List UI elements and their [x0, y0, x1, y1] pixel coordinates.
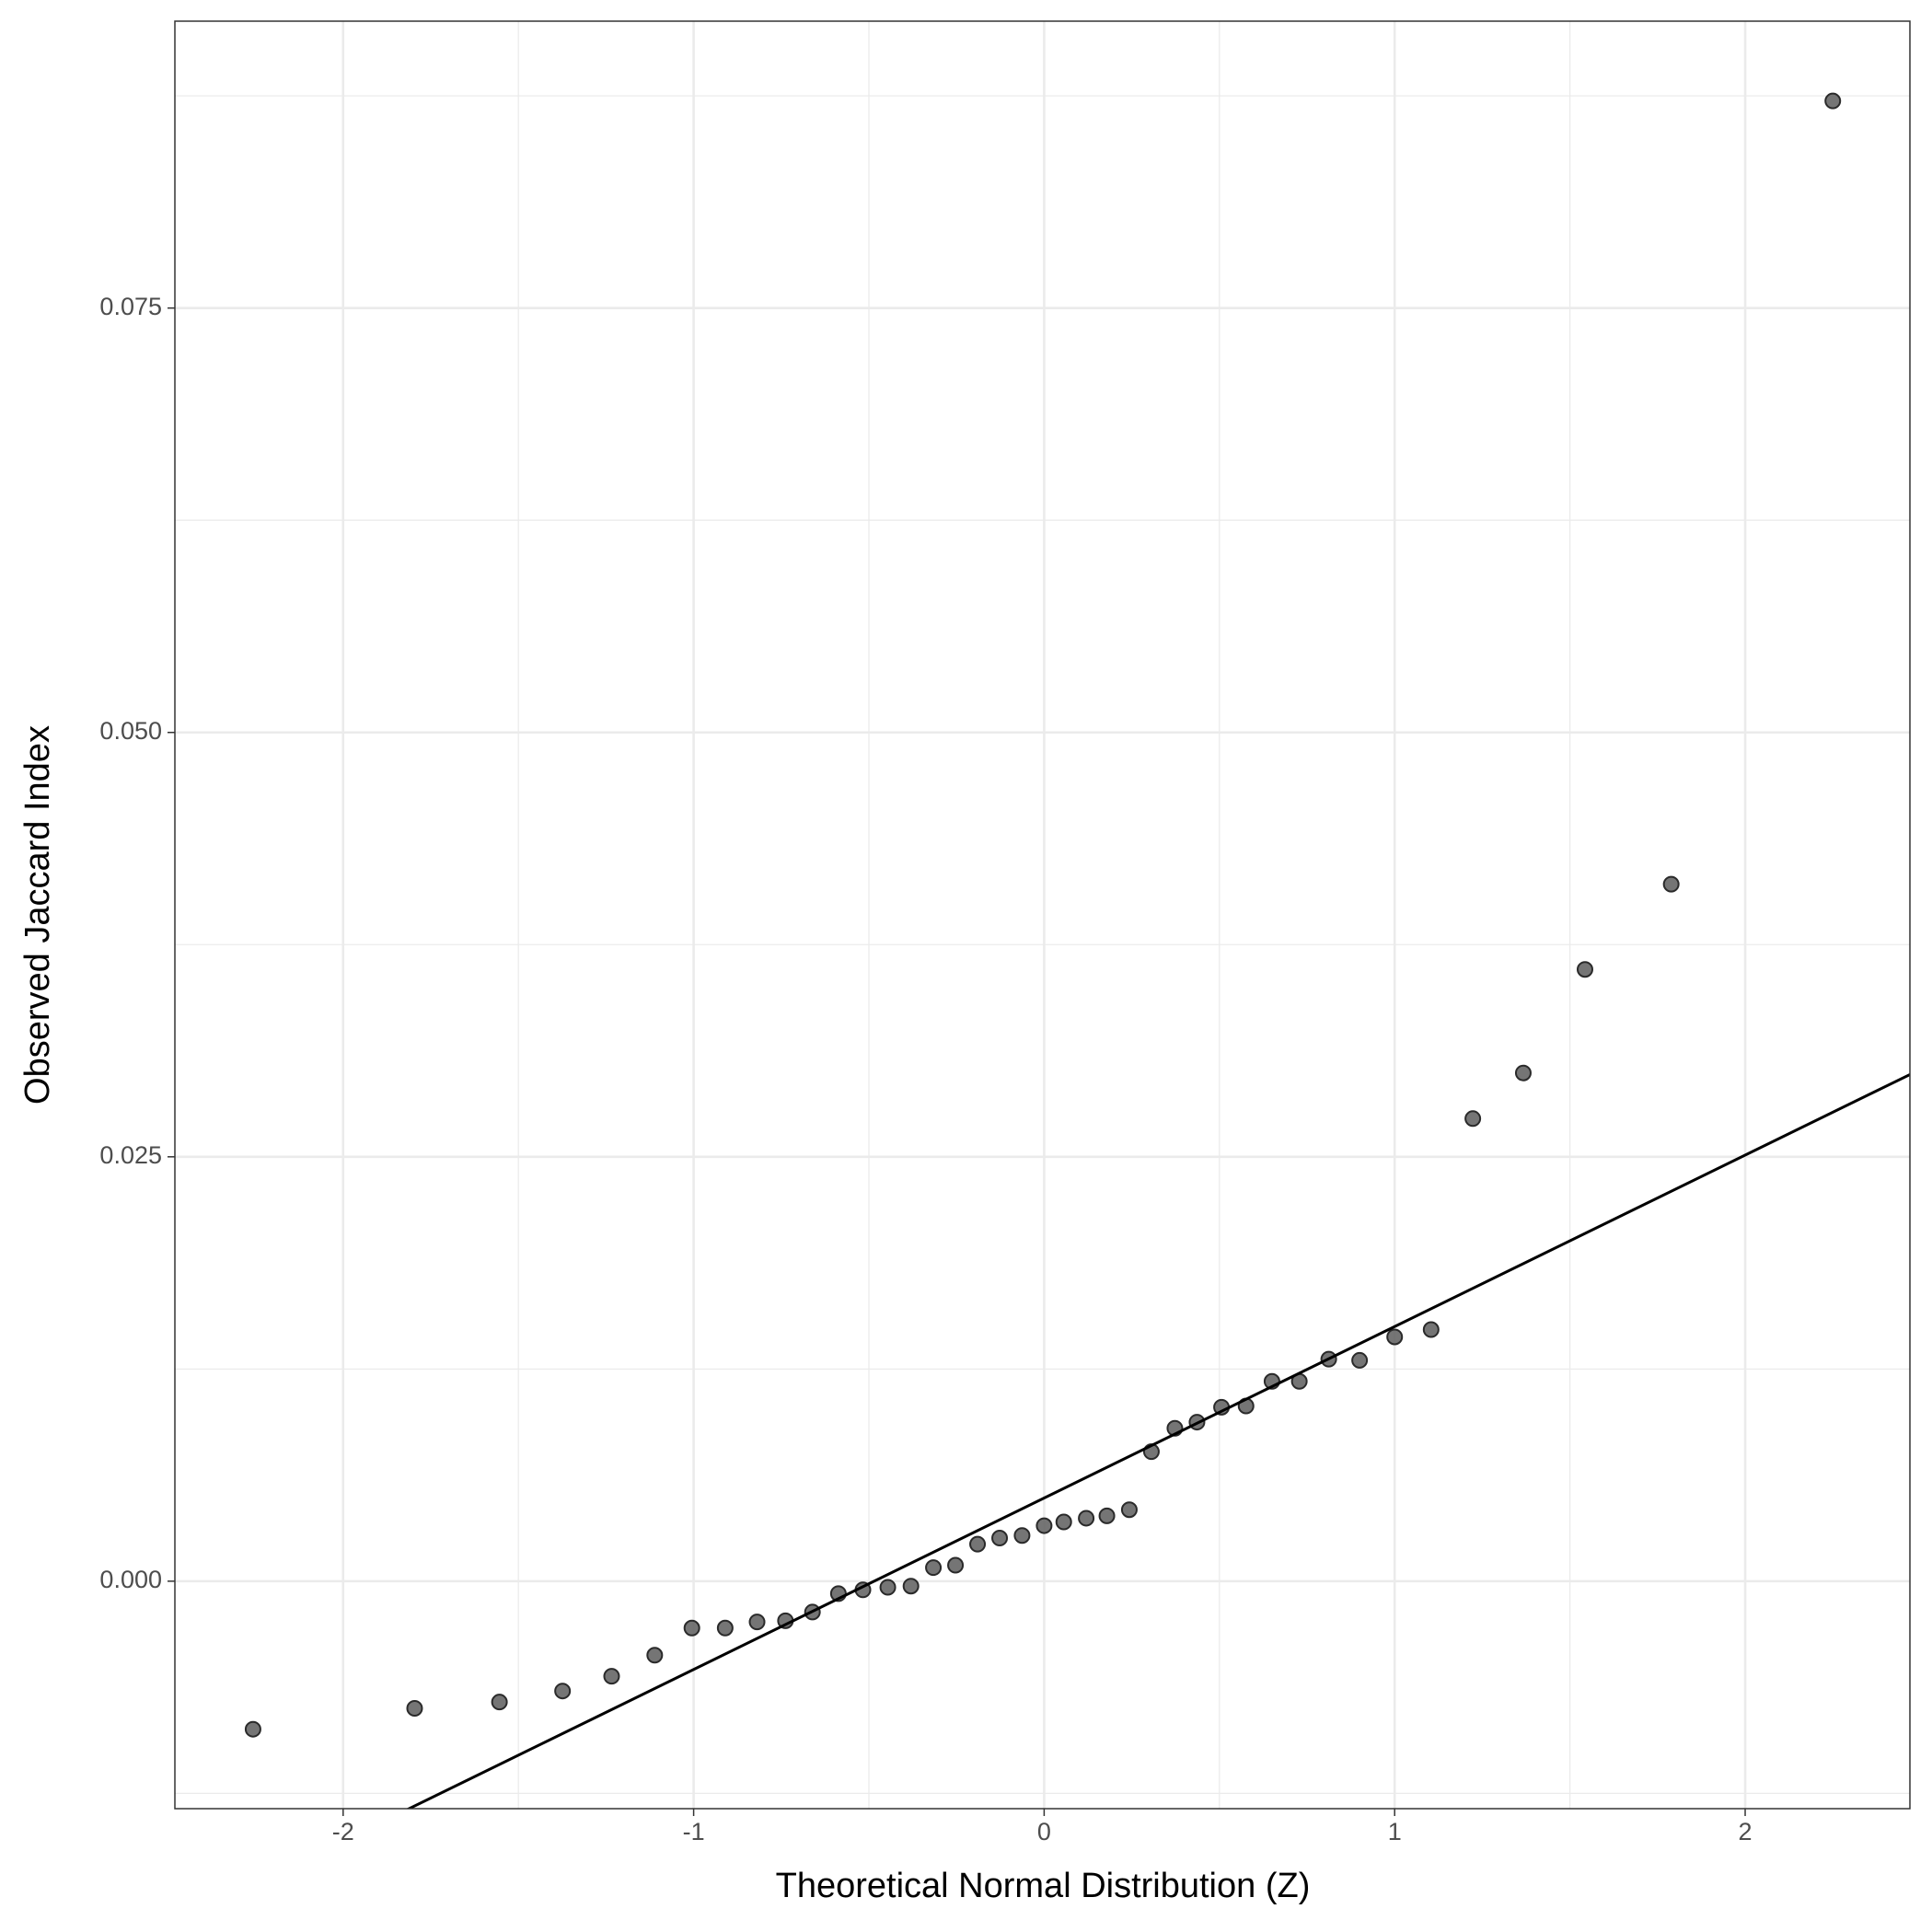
- panel-border: [174, 20, 1911, 1810]
- point: [646, 1647, 664, 1664]
- grid: [175, 21, 1910, 1809]
- point: [1824, 92, 1842, 110]
- y-tick-label: 0.000: [99, 1566, 162, 1593]
- point: [683, 1619, 700, 1637]
- plot-area: [244, 92, 1910, 1809]
- point: [1576, 961, 1593, 978]
- x-tick-label: 2: [1739, 1818, 1753, 1845]
- point: [902, 1578, 920, 1595]
- point: [491, 1694, 508, 1711]
- point: [1662, 875, 1680, 893]
- point: [1464, 1110, 1482, 1128]
- point: [244, 1720, 261, 1738]
- point: [716, 1619, 734, 1637]
- point: [1120, 1501, 1138, 1519]
- point: [879, 1579, 897, 1596]
- y-axis-title: Observed Jaccard Index: [18, 725, 57, 1105]
- reference-line: [406, 1073, 1910, 1809]
- x-tick-label: 1: [1388, 1818, 1402, 1845]
- y-tick-label: 0.075: [99, 293, 162, 320]
- point: [1422, 1321, 1440, 1338]
- point: [1013, 1527, 1031, 1544]
- point: [748, 1614, 766, 1631]
- point: [969, 1535, 987, 1553]
- point: [925, 1559, 943, 1577]
- point: [1351, 1351, 1369, 1369]
- x-tick-label: 0: [1037, 1818, 1051, 1845]
- y-tick-label: 0.025: [99, 1141, 162, 1169]
- x-axis-title: Theoretical Normal Distribution (Z): [776, 1867, 1311, 1905]
- point: [406, 1700, 423, 1718]
- point: [1386, 1328, 1404, 1346]
- point: [1078, 1510, 1095, 1527]
- point: [1035, 1517, 1053, 1534]
- point: [1514, 1064, 1532, 1082]
- x-tick-label: -1: [683, 1818, 705, 1845]
- point: [1098, 1507, 1116, 1524]
- y-tick-label: 0.050: [99, 717, 162, 745]
- point: [554, 1683, 572, 1700]
- axes: -2 -1 0 1 2 0.000 0.025 0.050 0.075: [99, 293, 1752, 1845]
- point: [947, 1556, 965, 1574]
- point: [991, 1530, 1009, 1547]
- point: [1055, 1513, 1072, 1531]
- point: [603, 1668, 620, 1685]
- x-tick-label: -2: [332, 1818, 354, 1845]
